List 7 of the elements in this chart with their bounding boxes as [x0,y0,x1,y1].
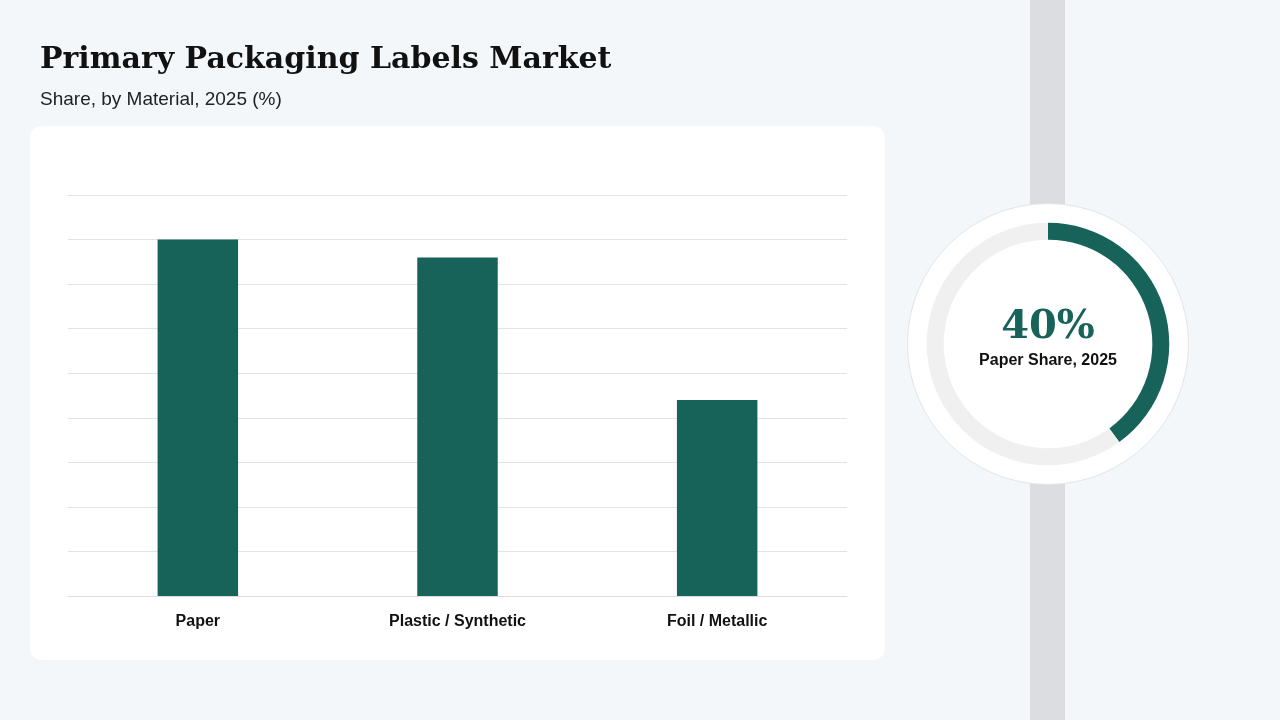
text: 40% [1000,300,1096,347]
chart-subtitle: Share, by Material, 2025 (%) [40,88,282,110]
chart-title: Primary Packaging Labels Market [40,40,612,75]
text: Paper Share, 2025 [978,351,1118,369]
x-tick-label: Foil / Metallic [666,611,768,629]
x-tick-label: Plastic / Synthetic [389,611,527,629]
x-tick-label: Paper [175,611,221,629]
